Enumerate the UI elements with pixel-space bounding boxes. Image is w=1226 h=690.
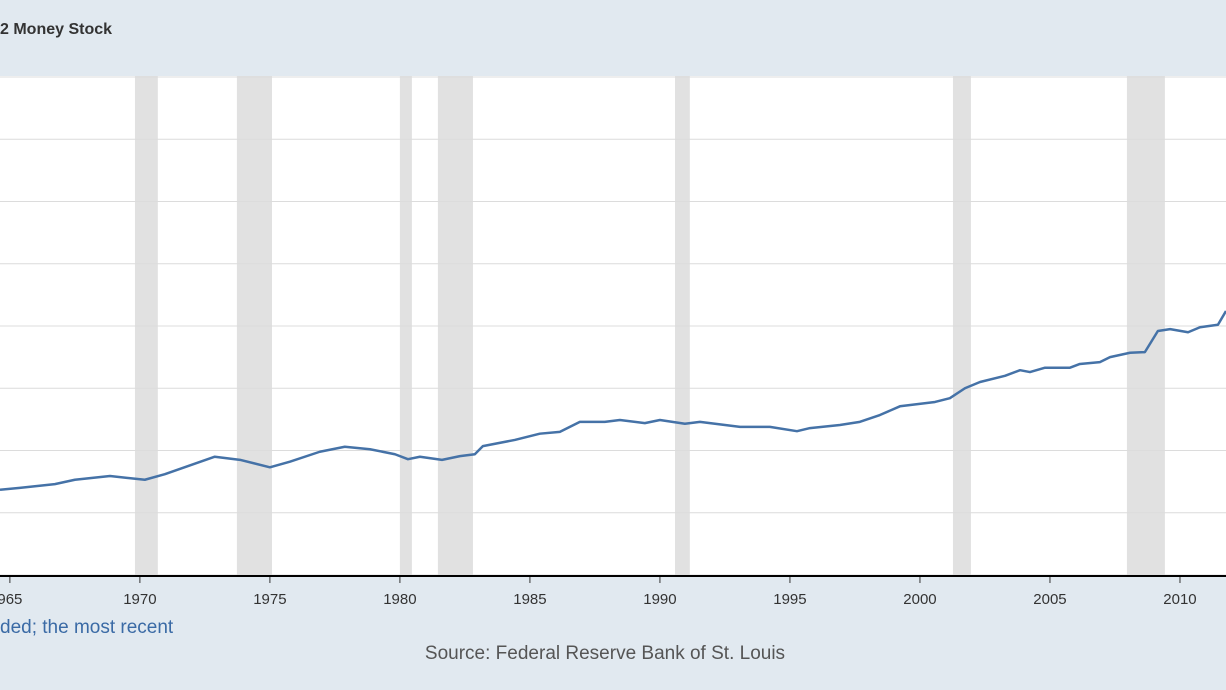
x-tick-label: 965 [0, 591, 22, 608]
marks: 965 1970 1975 1980 1985 1990 1995 2000 2005 2010 [0, 76, 1226, 608]
x-tick-label: 1995 [773, 591, 806, 608]
x-tick-label: 2000 [903, 591, 936, 608]
x-tick-label: 1980 [383, 591, 416, 608]
x-tick-label: 1985 [513, 591, 546, 608]
x-tick-label: 2005 [1033, 591, 1066, 608]
x-tick-label: 1990 [643, 591, 676, 608]
x-tick-label: 1975 [253, 591, 286, 608]
note: ded; the most recent [0, 617, 174, 638]
source: Source: Federal Reserve Bank of St. Loui… [425, 643, 785, 664]
chart-title: 2 Money Stock [0, 21, 112, 38]
x-tick-label: 1970 [123, 591, 156, 608]
x-tick-label: 2010 [1163, 591, 1196, 608]
series-line [0, 310, 1226, 491]
